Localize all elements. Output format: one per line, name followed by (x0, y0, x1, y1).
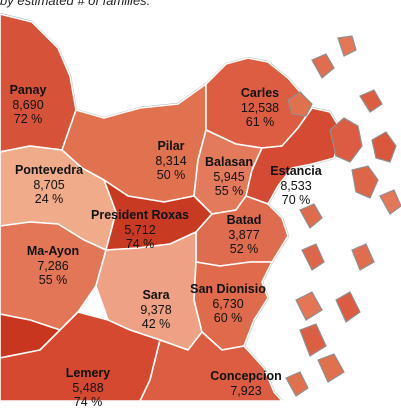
region-san-dionisio (193, 261, 273, 351)
families-balasan: 5,945 (213, 169, 245, 184)
percent-san-dionisio: 60 % (213, 311, 243, 325)
families-president-roxas: 5,712 (124, 222, 156, 237)
families-panay: 8,690 (12, 97, 44, 112)
name-pilar: Pilar (157, 139, 185, 153)
label-estancia: Estancia 8,533 70 % (263, 164, 329, 208)
families-carles: 12,538 (240, 100, 280, 115)
name-ma-ayon: Ma-Ayon (26, 244, 80, 258)
percent-balasan: 55 % (214, 184, 244, 198)
name-batad: Batad (226, 213, 262, 227)
name-carles: Carles (240, 86, 280, 100)
families-sara: 9,378 (140, 302, 172, 317)
families-concepcion: 7,923 (230, 383, 262, 398)
families-ma-ayon: 7,286 (37, 258, 69, 273)
label-pilar: Pilar 8,314 50 % (145, 139, 197, 183)
families-pilar: 8,314 (155, 153, 187, 168)
label-balasan: Balasan 5,945 55 % (198, 155, 260, 199)
name-concepcion: Concepcion (210, 369, 282, 383)
label-concepcion: Concepcion 7,923 (204, 369, 288, 398)
families-estancia: 8,533 (280, 178, 312, 193)
name-panay: Panay (9, 83, 47, 97)
region-lemery (0, 311, 161, 401)
label-ma-ayon: Ma-Ayon 7,286 55 % (20, 244, 86, 288)
percent-pontevedra: 24 % (34, 192, 64, 206)
name-lemery: Lemery (65, 366, 111, 380)
region-concepcion (139, 331, 283, 401)
percent-lemery: 74 % (73, 395, 103, 409)
name-san-dionisio: San Dionisio (190, 282, 266, 296)
percent-sara: 42 % (141, 317, 171, 331)
name-pontevedra: Pontevedra (14, 163, 84, 177)
families-san-dionisio: 6,730 (212, 296, 244, 311)
families-batad: 3,877 (228, 227, 260, 242)
percent-panay: 72 % (13, 112, 43, 126)
percent-pilar: 50 % (156, 168, 186, 182)
label-san-dionisio: San Dionisio 6,730 60 % (184, 282, 272, 326)
label-president-roxas: President Roxas 5,712 74 % (83, 208, 197, 252)
label-panay: Panay 8,690 72 % (6, 83, 50, 127)
choropleth-map (0, 12, 401, 401)
label-batad: Batad 3,877 52 % (218, 213, 270, 257)
percent-ma-ayon: 55 % (38, 273, 68, 287)
percent-batad: 52 % (229, 242, 259, 256)
families-pontevedra: 8,705 (33, 177, 65, 192)
name-president-roxas: President Roxas (91, 208, 189, 222)
percent-president-roxas: 74 % (125, 237, 155, 251)
percent-carles: 61 % (245, 115, 275, 129)
label-lemery: Lemery 5,488 74 % (56, 366, 120, 410)
map-caption: by estimated # of families. (0, 0, 151, 8)
label-pontevedra: Pontevedra 8,705 24 % (10, 163, 88, 207)
name-balasan: Balasan (205, 155, 253, 169)
islands (285, 35, 401, 397)
name-estancia: Estancia (270, 164, 322, 178)
percent-estancia: 70 % (281, 193, 311, 207)
label-carles: Carles 12,538 61 % (230, 86, 290, 130)
label-sara: Sara 9,378 42 % (132, 288, 180, 332)
families-lemery: 5,488 (72, 380, 104, 395)
name-sara: Sara (142, 288, 170, 302)
